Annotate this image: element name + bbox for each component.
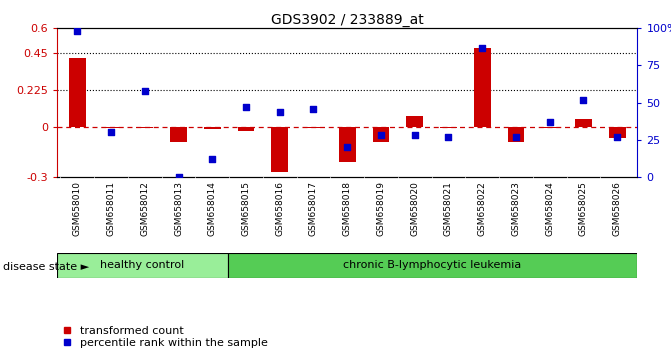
- Text: GSM658026: GSM658026: [613, 181, 622, 236]
- Bar: [339, 127, 356, 162]
- Point: [342, 144, 353, 150]
- Text: GSM658021: GSM658021: [444, 181, 453, 236]
- Point: [274, 109, 285, 114]
- Bar: [440, 127, 457, 128]
- Text: GSM658024: GSM658024: [546, 181, 554, 235]
- Text: healthy control: healthy control: [100, 261, 185, 270]
- Point: [578, 97, 589, 103]
- Point: [544, 119, 555, 125]
- Text: GSM658013: GSM658013: [174, 181, 183, 236]
- Point: [140, 88, 150, 93]
- Bar: [305, 127, 322, 128]
- Point: [443, 134, 454, 140]
- Text: chronic B-lymphocytic leukemia: chronic B-lymphocytic leukemia: [344, 261, 522, 270]
- Text: GSM658014: GSM658014: [208, 181, 217, 236]
- Text: GSM658012: GSM658012: [140, 181, 149, 236]
- Bar: [474, 48, 491, 127]
- Point: [207, 156, 217, 162]
- Point: [477, 45, 488, 51]
- Point: [105, 130, 116, 135]
- Point: [409, 132, 420, 138]
- Text: disease state ►: disease state ►: [3, 262, 89, 272]
- Text: GSM658023: GSM658023: [511, 181, 521, 236]
- Point: [612, 134, 623, 140]
- Point: [308, 106, 319, 112]
- Bar: [372, 127, 389, 142]
- Bar: [69, 58, 86, 127]
- Bar: [204, 127, 221, 129]
- Bar: [271, 127, 288, 172]
- Text: GSM658011: GSM658011: [107, 181, 115, 236]
- Point: [376, 132, 386, 138]
- Text: GSM658010: GSM658010: [72, 181, 82, 236]
- Point: [511, 134, 521, 140]
- Text: GSM658020: GSM658020: [410, 181, 419, 236]
- Bar: [609, 127, 625, 138]
- Text: GSM658016: GSM658016: [275, 181, 285, 236]
- Bar: [57, 253, 227, 278]
- Bar: [407, 116, 423, 127]
- Bar: [227, 253, 637, 278]
- Bar: [541, 127, 558, 128]
- Point: [173, 174, 184, 180]
- Text: GSM658022: GSM658022: [478, 181, 486, 235]
- Text: GSM658018: GSM658018: [343, 181, 352, 236]
- Text: GSM658015: GSM658015: [242, 181, 250, 236]
- Point: [241, 104, 252, 110]
- Legend: transformed count, percentile rank within the sample: transformed count, percentile rank withi…: [62, 326, 268, 348]
- Bar: [238, 127, 254, 131]
- Bar: [170, 127, 187, 142]
- Text: GSM658019: GSM658019: [376, 181, 385, 236]
- Bar: [103, 127, 119, 128]
- Title: GDS3902 / 233889_at: GDS3902 / 233889_at: [271, 13, 423, 27]
- Text: GSM658017: GSM658017: [309, 181, 318, 236]
- Bar: [575, 119, 592, 127]
- Point: [72, 28, 83, 34]
- Text: GSM658025: GSM658025: [579, 181, 588, 236]
- Bar: [136, 127, 153, 128]
- Bar: [507, 127, 525, 142]
